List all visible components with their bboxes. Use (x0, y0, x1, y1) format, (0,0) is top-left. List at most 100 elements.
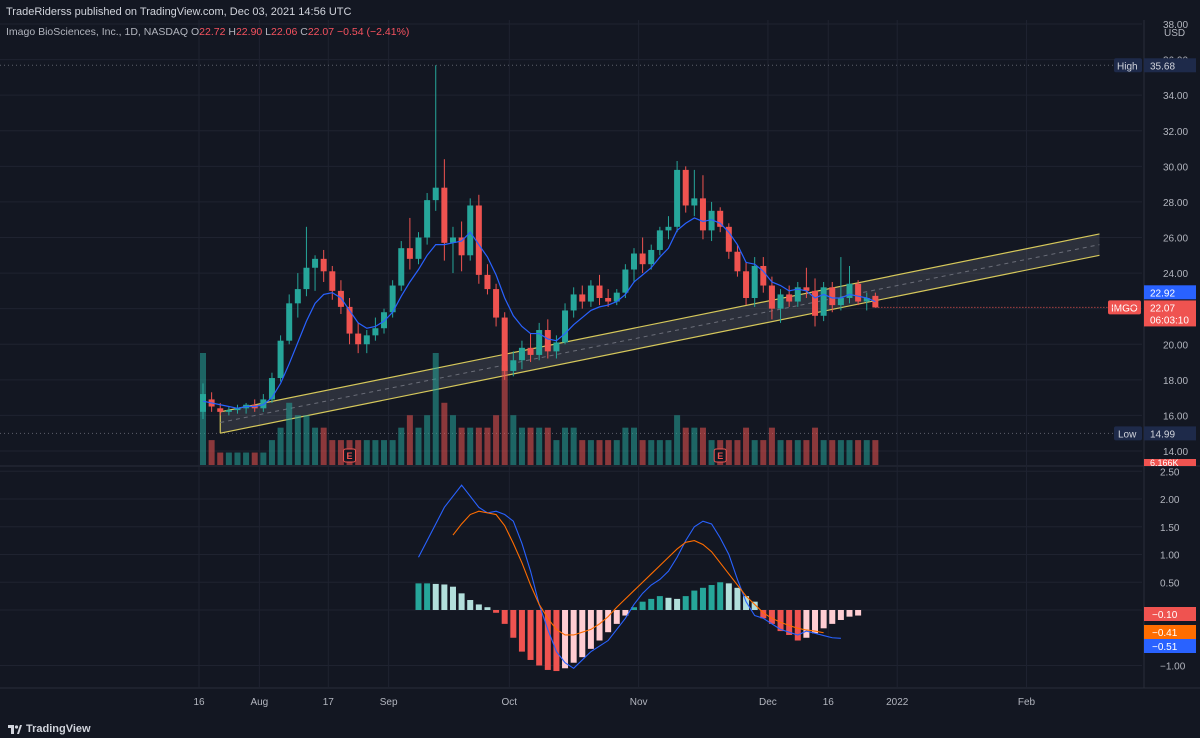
macd-histogram-bar (570, 610, 577, 663)
ohlc-close-value: 22.07 (307, 26, 335, 38)
price-tick-label: 14.00 (1163, 447, 1188, 458)
earnings-box (343, 448, 357, 463)
candle (372, 317, 379, 341)
candle-body (493, 289, 500, 318)
candle-body (329, 271, 336, 291)
candle (743, 262, 750, 306)
candle (786, 285, 793, 307)
candle-body (613, 292, 620, 302)
volume-bar (665, 440, 672, 465)
candle (820, 281, 827, 322)
candle-body (363, 335, 370, 345)
volume-bar (674, 415, 681, 465)
macd-histogram-bar (579, 610, 586, 658)
candle-body (449, 237, 456, 243)
macd-histogram-bar (631, 607, 637, 610)
macd-histogram-bar (467, 600, 474, 610)
macd-histogram-bar (846, 610, 853, 617)
macd-tick-label: −1.00 (1160, 662, 1186, 673)
volume-bar (363, 440, 370, 465)
volume-bar (536, 427, 543, 465)
time-tick-label: Oct (502, 697, 518, 708)
volume-bar (631, 427, 637, 465)
symbol-badge-label: IMGO (1111, 303, 1138, 314)
candle-body (682, 169, 689, 206)
volume-bar (734, 440, 741, 465)
volume-bar (389, 440, 396, 465)
volume-bar (415, 427, 422, 465)
volume-bar (501, 365, 508, 465)
macd-histogram-bar (708, 585, 715, 610)
volume-value: 6.166K (1150, 458, 1179, 468)
tradingview-logo-icon (8, 724, 22, 734)
volume-value-badge (1144, 459, 1196, 466)
candle (674, 160, 681, 233)
candle (812, 278, 819, 327)
volume-bar (587, 440, 594, 465)
volume-bar (837, 440, 844, 465)
ema-line (202, 217, 876, 409)
tradingview-brand: TradingView (26, 723, 91, 735)
price-tick-label: 18.00 (1163, 376, 1188, 387)
candle-body (303, 267, 310, 290)
candle-body (699, 198, 706, 231)
candle-body (484, 274, 491, 290)
volume-bar (544, 427, 551, 465)
currency-label: USD (1164, 28, 1185, 39)
volume-bar (320, 427, 327, 465)
candle-body (605, 297, 612, 302)
candle-body (234, 408, 241, 411)
macd-histogram-bar (734, 587, 741, 610)
volume-bar (570, 427, 577, 465)
volume-bar (708, 440, 715, 465)
candle-body (786, 294, 793, 302)
candle (648, 244, 655, 270)
macd-histogram-bar (510, 610, 517, 638)
tradingview-logo[interactable]: TradingView (8, 723, 91, 735)
candle-body (553, 342, 560, 352)
candle-body (510, 360, 517, 371)
candle (768, 276, 775, 320)
time-tick-label: Sep (380, 697, 398, 708)
macd-tick-label: 2.50 (1160, 467, 1180, 478)
macd-histogram-bar (518, 610, 525, 652)
symbol-title: Imago BioSciences, Inc., 1D, NASDAQ (6, 26, 189, 38)
macd-value-label: −0.41 (1152, 628, 1178, 639)
candle (277, 335, 284, 382)
candle-body (217, 408, 224, 412)
volume-bar (527, 427, 534, 465)
candle-body (346, 306, 353, 334)
low-value-badge (1144, 426, 1196, 441)
symbol-legend[interactable]: Imago BioSciences, Inc., 1D, NASDAQ O22.… (6, 26, 409, 38)
macd-histogram-bar (441, 584, 448, 610)
candle (294, 273, 301, 318)
candle (717, 207, 724, 233)
earnings-label: E (717, 451, 723, 461)
volume-bar (234, 452, 241, 465)
candle-body (294, 289, 301, 304)
candle-body (200, 394, 206, 412)
volume-bar (406, 415, 413, 465)
volume-bar (303, 415, 310, 465)
candle (872, 292, 879, 308)
channel-lower-line (220, 254, 1100, 434)
bar-countdown: 06:03:10 (1150, 315, 1189, 326)
volume-bar (217, 452, 224, 465)
macd-histogram-bar (682, 596, 689, 610)
candle (613, 289, 620, 306)
candle-body (768, 285, 775, 309)
signal-line (452, 510, 824, 636)
volume-bar (613, 440, 620, 465)
candle (415, 232, 422, 265)
candle-body (475, 205, 482, 275)
ohlc-close-label: C (300, 26, 308, 38)
channel-mid-line (220, 244, 1100, 424)
macd-value-badge (1144, 625, 1196, 639)
macd-histogram-bar (691, 590, 698, 610)
candle (260, 394, 267, 412)
price-tick-label: 30.00 (1163, 162, 1188, 173)
candle (829, 281, 836, 313)
candle (699, 175, 706, 240)
candle-body (562, 310, 569, 343)
